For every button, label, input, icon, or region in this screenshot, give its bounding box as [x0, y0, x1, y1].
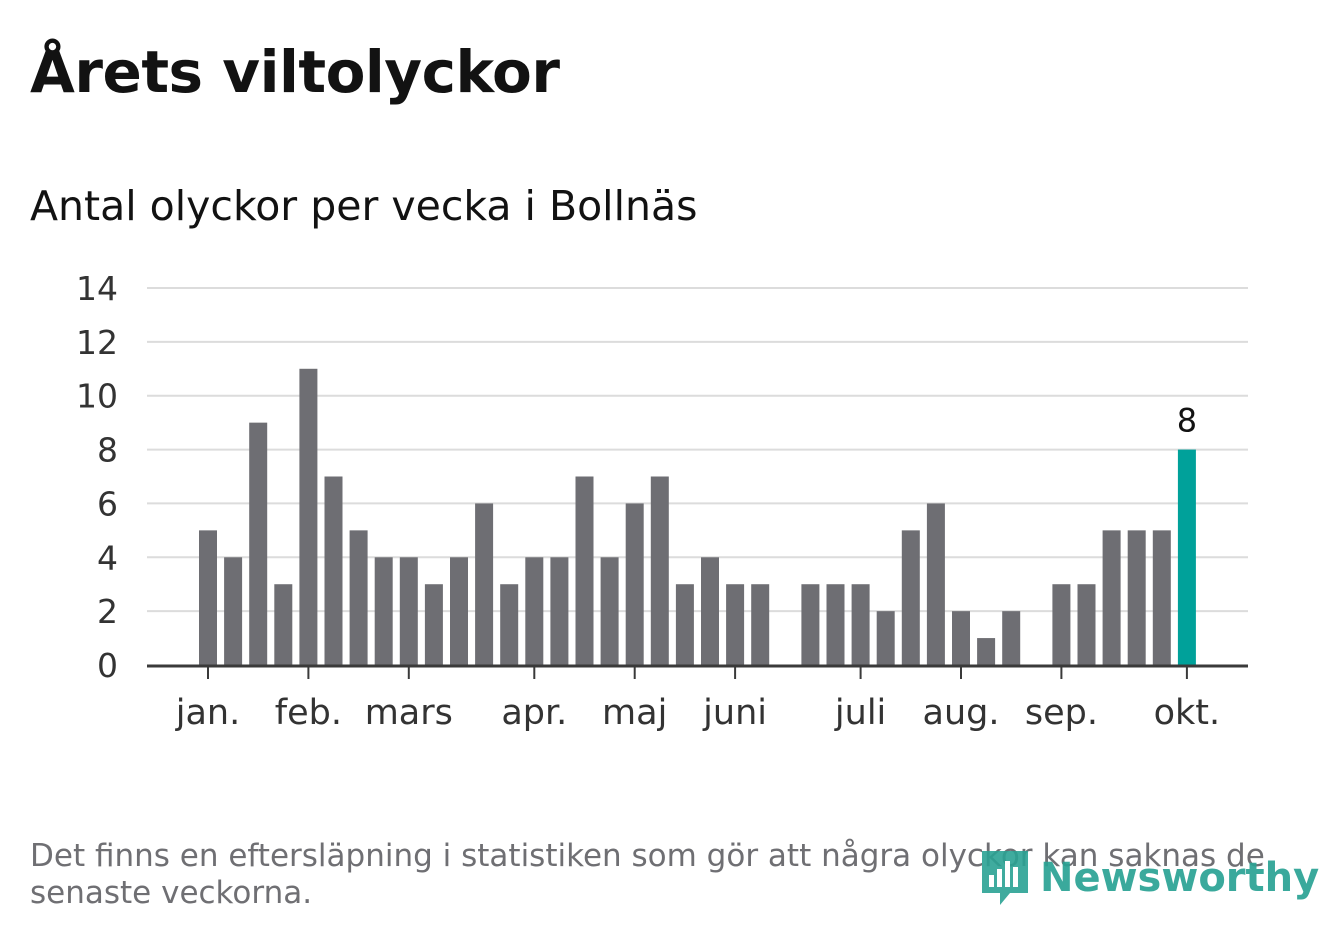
bar — [1152, 530, 1171, 665]
bar — [575, 476, 594, 665]
bar — [801, 584, 820, 665]
bar — [751, 584, 770, 665]
chart-title: Årets viltolyckor — [30, 38, 560, 106]
bar — [299, 368, 318, 665]
footnote: Det finns en eftersläpning i statistiken… — [30, 838, 1265, 911]
bar — [726, 584, 745, 665]
y-tick-label: 10 — [76, 377, 118, 416]
y-tick-label: 0 — [97, 646, 118, 685]
chart-subtitle: Antal olyckor per vecka i Bollnäs — [30, 182, 698, 230]
x-tick-label: jan. — [175, 693, 240, 733]
x-tick-label: sep. — [1025, 693, 1098, 733]
bar — [199, 530, 217, 665]
x-tick-label: mars — [365, 693, 453, 733]
bar — [650, 476, 669, 665]
y-tick-label: 12 — [76, 323, 118, 362]
bar — [249, 422, 268, 665]
x-tick-label: juli — [834, 693, 886, 733]
bar — [274, 584, 293, 665]
bar — [349, 530, 368, 665]
bar — [450, 557, 468, 665]
bar-chart: 0 2 4 6 8 10 12 14 8 jan. feb. mars apr. maj juni juli a… — [76, 269, 1248, 733]
bar — [926, 503, 945, 665]
newsworthy-chart-logo-icon — [982, 851, 1028, 905]
bar — [475, 503, 494, 665]
y-tick-label: 14 — [76, 269, 118, 308]
y-tick-label: 4 — [97, 538, 118, 577]
x-tick-label: okt. — [1154, 693, 1221, 733]
bar — [424, 584, 443, 665]
bar — [851, 584, 870, 665]
data-label: 8 — [1177, 402, 1197, 440]
bar — [374, 557, 393, 665]
y-tick-label: 2 — [97, 592, 118, 631]
x-tick-label: apr. — [501, 693, 567, 733]
y-tick-label: 8 — [97, 431, 118, 470]
bar — [1127, 530, 1146, 665]
x-tick-label: feb. — [275, 693, 342, 733]
newsworthy-logo: Newsworthy — [980, 846, 1319, 910]
bar — [1077, 584, 1096, 665]
x-tick-label: aug. — [923, 693, 1000, 733]
bar-highlight — [1177, 449, 1196, 665]
bar — [901, 530, 920, 665]
bar — [876, 611, 895, 665]
bar — [1052, 584, 1071, 665]
x-tick-label: juni — [702, 693, 767, 733]
bar — [952, 611, 970, 665]
y-tick-label: 6 — [97, 484, 118, 523]
bar — [675, 584, 694, 665]
bar — [500, 584, 519, 665]
bar — [1102, 530, 1121, 665]
bar — [625, 503, 644, 665]
bar — [826, 584, 845, 665]
x-tick-label: maj — [602, 693, 667, 733]
bar — [600, 557, 619, 665]
bar — [1002, 611, 1021, 665]
bar — [224, 557, 243, 665]
bar — [525, 557, 544, 665]
bar — [324, 476, 343, 665]
bar — [399, 557, 418, 665]
bar — [550, 557, 569, 665]
logo-text: Newsworthy — [1040, 855, 1320, 901]
bar — [701, 557, 719, 665]
bar — [977, 638, 996, 665]
